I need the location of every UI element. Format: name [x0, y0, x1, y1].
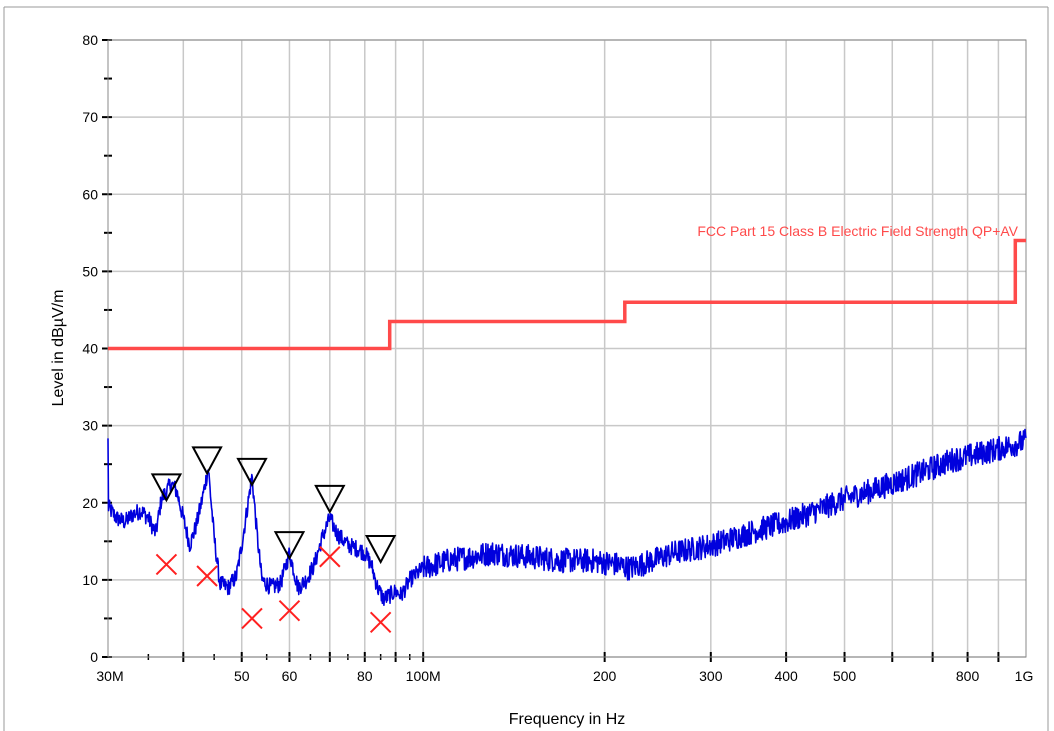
- y-tick-label: 20: [82, 495, 98, 511]
- x-tick-label: 100M: [406, 668, 441, 684]
- peak-marker: [314, 484, 346, 515]
- peak-marker: [150, 473, 183, 503]
- x-tick-label: 300: [699, 668, 723, 684]
- y-tick-label: 40: [82, 341, 98, 357]
- qp-marker: [319, 546, 341, 568]
- x-axis-title: Frequency in Hz: [509, 711, 626, 728]
- y-tick-label: 60: [82, 186, 98, 202]
- qp-marker: [278, 600, 301, 622]
- x-tick-label: 60: [282, 668, 298, 684]
- x-tick-label: 1G: [1015, 668, 1034, 684]
- y-axis-title: Level in dBµV/m: [50, 290, 67, 407]
- peak-marker: [364, 535, 397, 565]
- peak-marker: [273, 531, 306, 561]
- y-tick-label: 10: [82, 572, 98, 588]
- x-tick-label: 500: [833, 668, 857, 684]
- x-tick-label: 50: [234, 668, 250, 684]
- x-tick-label: 200: [593, 668, 617, 684]
- series-layer: [107, 238, 1027, 607]
- y-tick-label: 30: [82, 418, 98, 434]
- x-tick-label: 800: [956, 668, 980, 684]
- marker-layer: [150, 446, 397, 634]
- y-tick-label: 50: [82, 263, 98, 279]
- qp-marker: [369, 611, 392, 634]
- peak-marker: [191, 446, 223, 476]
- x-tick-label: 30M: [96, 668, 123, 684]
- x-tick-label: 80: [357, 668, 373, 684]
- x-tick-label: 400: [774, 668, 798, 684]
- qp-marker: [196, 565, 218, 587]
- qp-marker: [241, 607, 263, 630]
- qp-marker: [155, 553, 178, 576]
- y-tick-label: 70: [82, 109, 98, 125]
- limit-line-label: FCC Part 15 Class B Electric Field Stren…: [697, 223, 1018, 239]
- limit-line: [108, 238, 1026, 351]
- measurement-trace: [107, 428, 1027, 607]
- y-tick-label: 0: [90, 649, 98, 665]
- peak-marker: [236, 457, 268, 488]
- y-axis-ticks: 0 10 20 30 40 50 60 70 80: [82, 32, 112, 665]
- y-tick-label: 80: [82, 32, 98, 48]
